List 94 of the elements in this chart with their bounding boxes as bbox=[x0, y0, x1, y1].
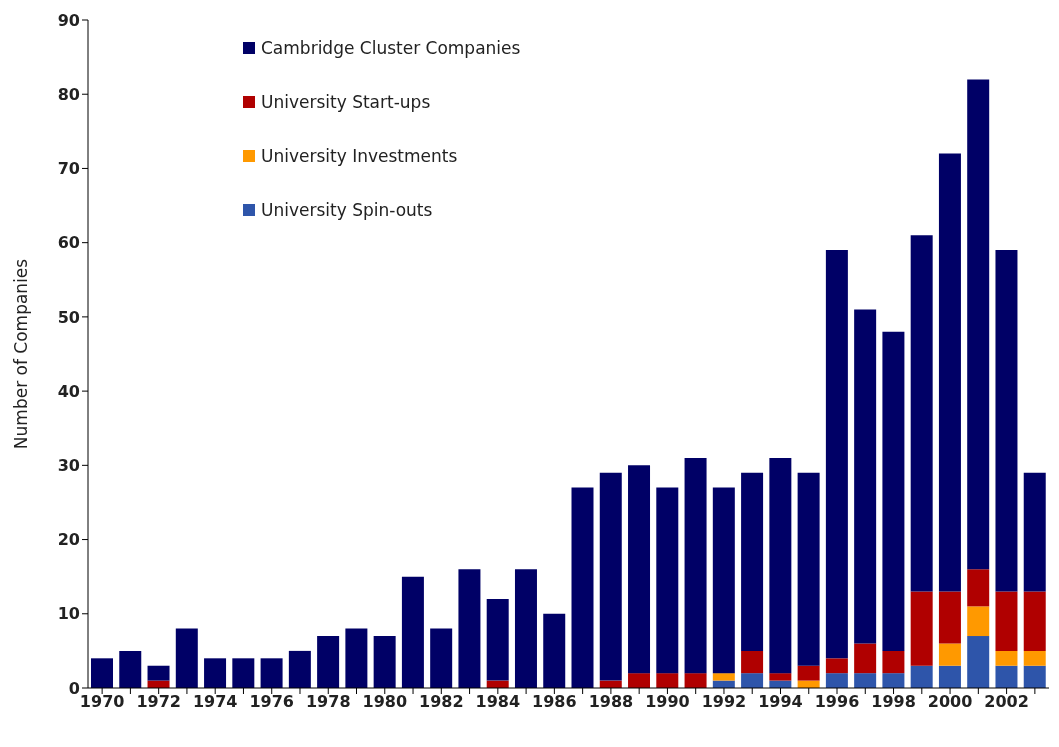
bar bbox=[430, 628, 453, 688]
bar bbox=[995, 591, 1018, 651]
bar bbox=[825, 250, 848, 659]
x-tick-label: 1974 bbox=[192, 692, 238, 712]
bar bbox=[1023, 591, 1046, 651]
bar bbox=[175, 628, 198, 688]
bar bbox=[938, 665, 961, 688]
bar bbox=[854, 643, 877, 674]
y-tick-label: 90 bbox=[57, 10, 80, 30]
bar bbox=[854, 309, 877, 644]
legend-label: Cambridge Cluster Companies bbox=[261, 38, 521, 58]
x-tick-label: 1972 bbox=[136, 692, 181, 712]
legend-label: University Investments bbox=[261, 146, 458, 166]
x-tick-label: 1996 bbox=[814, 692, 860, 712]
bar bbox=[882, 650, 905, 674]
bar bbox=[260, 658, 283, 688]
y-tick-label: 80 bbox=[57, 84, 80, 104]
bar bbox=[882, 673, 905, 688]
y-tick-label: 70 bbox=[57, 159, 80, 179]
bar bbox=[967, 569, 990, 607]
x-tick-label: 1998 bbox=[871, 692, 916, 712]
legend-label: University Start-ups bbox=[261, 92, 431, 112]
bar bbox=[656, 673, 679, 688]
bar bbox=[712, 673, 735, 681]
x-tick-label: 2000 bbox=[927, 692, 973, 712]
bar bbox=[967, 636, 990, 688]
bar bbox=[571, 487, 594, 688]
y-tick-label: 40 bbox=[57, 381, 80, 401]
bar bbox=[825, 658, 848, 674]
bar bbox=[119, 650, 142, 688]
bar bbox=[967, 606, 990, 637]
x-tick-label: 1982 bbox=[419, 692, 464, 712]
bar bbox=[854, 673, 877, 688]
bar bbox=[458, 569, 481, 688]
bar bbox=[628, 673, 651, 688]
bar bbox=[1023, 472, 1046, 592]
bar bbox=[514, 569, 537, 688]
bar bbox=[147, 665, 170, 681]
bar bbox=[373, 636, 396, 688]
bar bbox=[769, 457, 792, 674]
legend-label: University Spin-outs bbox=[261, 200, 433, 220]
x-tick-label: 1970 bbox=[79, 692, 125, 712]
y-tick-label: 50 bbox=[57, 307, 80, 327]
bar bbox=[345, 628, 368, 688]
bar bbox=[232, 658, 255, 688]
bar bbox=[938, 153, 961, 592]
x-tick-label: 1976 bbox=[249, 692, 294, 712]
x-tick-label: 1988 bbox=[588, 692, 634, 712]
bar bbox=[684, 673, 707, 688]
x-tick-label: 1986 bbox=[532, 692, 577, 712]
bar bbox=[910, 665, 933, 688]
bar bbox=[288, 650, 311, 688]
bar bbox=[599, 472, 622, 681]
y-tick-label: 10 bbox=[57, 604, 80, 624]
bar bbox=[1023, 650, 1046, 666]
bar bbox=[967, 79, 990, 570]
x-tick-label: 1990 bbox=[645, 692, 690, 712]
bar bbox=[543, 613, 566, 688]
x-tick-label: 1980 bbox=[362, 692, 408, 712]
bar bbox=[741, 650, 764, 674]
bar bbox=[204, 658, 227, 688]
x-tick-label: 2002 bbox=[984, 692, 1029, 712]
x-tick-label: 1978 bbox=[305, 692, 351, 712]
y-tick-label: 30 bbox=[57, 456, 80, 476]
bar bbox=[317, 636, 340, 688]
bar bbox=[656, 487, 679, 674]
bar bbox=[995, 665, 1018, 688]
bar bbox=[910, 235, 933, 592]
bar bbox=[684, 457, 707, 674]
bar bbox=[1023, 665, 1046, 688]
y-axis-title: Number of Companies bbox=[11, 258, 32, 450]
bar bbox=[797, 665, 820, 681]
bar bbox=[938, 591, 961, 644]
y-tick-label: 0 bbox=[68, 678, 80, 698]
y-tick-label: 60 bbox=[57, 233, 80, 253]
bar bbox=[882, 331, 905, 651]
bar bbox=[401, 576, 424, 688]
bar bbox=[938, 643, 961, 666]
bar bbox=[741, 472, 764, 651]
bar bbox=[741, 673, 764, 688]
x-tick-label: 1992 bbox=[701, 692, 747, 712]
bar bbox=[486, 598, 509, 681]
bar bbox=[995, 650, 1018, 666]
bar bbox=[825, 673, 848, 688]
y-tick-label: 20 bbox=[57, 530, 80, 550]
bar bbox=[910, 591, 933, 666]
bar bbox=[995, 250, 1018, 592]
bar bbox=[91, 658, 113, 688]
bar bbox=[797, 472, 820, 666]
bar bbox=[712, 487, 735, 674]
bar bbox=[628, 465, 651, 674]
bar bbox=[769, 673, 792, 681]
x-tick-label: 1994 bbox=[758, 692, 803, 712]
x-tick-label: 1984 bbox=[475, 692, 521, 712]
